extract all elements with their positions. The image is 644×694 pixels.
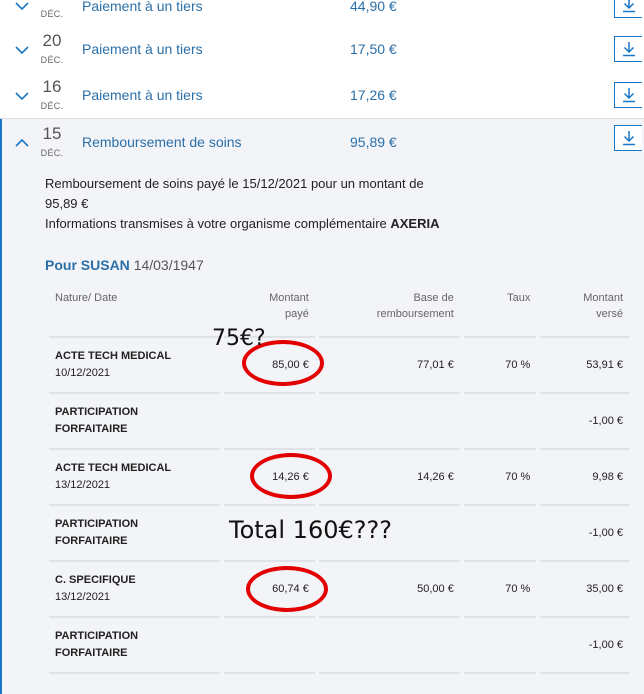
row-rate: 70 % xyxy=(463,338,537,394)
table-row: PARTICIPATION FORFAITAIRE -1,00 € xyxy=(49,618,629,674)
annotation-note: 75€? xyxy=(212,326,266,351)
chevron-down-icon[interactable] xyxy=(13,0,31,15)
row-base xyxy=(318,394,460,450)
chevron-down-icon[interactable] xyxy=(13,41,31,59)
download-icon xyxy=(623,0,635,13)
col-nature: Nature/ Date xyxy=(49,280,221,338)
download-icon xyxy=(623,42,635,57)
download-button[interactable] xyxy=(614,36,642,62)
download-button[interactable] xyxy=(614,82,642,108)
row-base: 77,01 € xyxy=(318,338,460,394)
download-icon xyxy=(623,88,635,103)
row-date: 10/12/2021 xyxy=(55,367,111,379)
beneficiary-name: Pour SUSAN xyxy=(45,257,130,273)
summary-line-2: 95,89 € xyxy=(45,196,89,211)
row-paid xyxy=(224,506,315,562)
row-nature: PARTICIPATION xyxy=(55,406,139,418)
row-paid xyxy=(224,618,315,674)
row-base: 14,26 € xyxy=(318,450,460,506)
row-nature: ACTE TECH MEDICAL xyxy=(55,462,172,474)
download-button[interactable] xyxy=(614,125,642,151)
row-reimbursed: 53,91 € xyxy=(540,338,629,394)
payment-amount: 17,50 € xyxy=(350,41,397,57)
summary-line-1: Remboursement de soins payé le 15/12/202… xyxy=(45,176,424,191)
col-reimbursed: Montant versé xyxy=(540,280,629,338)
payment-label[interactable]: Remboursement de soins xyxy=(82,134,242,150)
row-nature: C. SPECIFIQUE xyxy=(55,574,136,586)
complementary-info-text: Informations transmises à votre organism… xyxy=(45,216,391,231)
annotation-note: Total 160€??? xyxy=(229,516,392,544)
chevron-down-icon[interactable] xyxy=(13,87,31,105)
annotation-circle xyxy=(242,340,324,386)
table-row: PARTICIPATION FORFAITAIRE -1,00 € xyxy=(49,506,629,562)
row-base xyxy=(318,506,460,562)
payment-label[interactable]: Paiement à un tiers xyxy=(82,41,203,57)
row-reimbursed: 35,00 € xyxy=(540,562,629,618)
row-reimbursed: -1,00 € xyxy=(540,618,629,674)
table-row: C. SPECIFIQUE 13/12/2021 60,74 € 50,00 € … xyxy=(49,562,629,618)
row-date: FORFAITAIRE xyxy=(55,647,128,659)
row-nature: PARTICIPATION xyxy=(55,630,139,642)
row-rate: 70 % xyxy=(463,562,537,618)
row-rate xyxy=(463,506,537,562)
payment-row-expanded[interactable]: 15 DÉC. Remboursement de soins 95,89 € xyxy=(2,119,644,165)
row-rate xyxy=(463,394,537,450)
beneficiary: Pour SUSAN 14/03/1947 xyxy=(45,257,204,273)
payment-day: 15 xyxy=(42,124,62,143)
payment-label[interactable]: Paiement à un tiers xyxy=(82,0,203,14)
row-reimbursed: -1,00 € xyxy=(540,506,629,562)
payment-month: DÉC. xyxy=(40,9,64,19)
chevron-up-icon[interactable] xyxy=(13,134,31,152)
table-row: ACTE TECH MEDICAL 13/12/2021 14,26 € 14,2… xyxy=(49,450,629,506)
table-row: PARTICIPATION FORFAITAIRE -1,00 € xyxy=(49,394,629,450)
table-row: ACTE TECH MEDICAL 10/12/2021 85,00 € 77,0… xyxy=(49,338,629,394)
row-reimbursed: 9,98 € xyxy=(540,450,629,506)
payment-amount: 17,26 € xyxy=(350,87,397,103)
organism-name: AXERIA xyxy=(390,216,440,231)
row-base: 50,00 € xyxy=(318,562,460,618)
annotation-circle xyxy=(250,453,332,499)
col-paid: Montant payé xyxy=(224,280,315,338)
payment-day: 20 xyxy=(42,31,62,50)
col-base: Base de remboursement xyxy=(318,280,460,338)
row-date: 13/12/2021 xyxy=(55,591,111,603)
row-rate: 70 % xyxy=(463,450,537,506)
row-nature: ACTE TECH MEDICAL xyxy=(55,350,172,362)
row-paid xyxy=(224,394,315,450)
annotation-circle xyxy=(246,566,328,612)
row-rate xyxy=(463,618,537,674)
payment-row[interactable]: 16 DÉC. Paiement à un tiers 17,26 € xyxy=(0,72,644,119)
row-base xyxy=(318,618,460,674)
download-button[interactable] xyxy=(614,0,642,18)
payment-amount: 44,90 € xyxy=(350,0,397,14)
complementary-info: Informations transmises à votre organism… xyxy=(45,216,440,231)
row-date: FORFAITAIRE xyxy=(55,535,128,547)
table-header: Nature/ Date Montant payé Base de rembours… xyxy=(49,280,629,338)
payment-amount: 95,89 € xyxy=(350,134,397,150)
payment-row[interactable]: 20 DÉC. Paiement à un tiers 17,50 € xyxy=(0,26,644,73)
accent-bar xyxy=(0,0,2,694)
payment-month: DÉC. xyxy=(40,101,64,111)
payment-row[interactable]: 21 DÉC. Paiement à un tiers 44,90 € xyxy=(0,0,644,27)
payment-month: DÉC. xyxy=(40,55,64,65)
row-date: 13/12/2021 xyxy=(55,479,111,491)
detail-table: Nature/ Date Montant payé Base de rembours… xyxy=(45,280,633,674)
row-date: FORFAITAIRE xyxy=(55,423,128,435)
payment-month: DÉC. xyxy=(40,148,64,158)
beneficiary-dob: 14/03/1947 xyxy=(133,257,204,273)
payment-label[interactable]: Paiement à un tiers xyxy=(82,87,203,103)
payment-day: 16 xyxy=(42,77,62,96)
row-nature: PARTICIPATION xyxy=(55,518,139,530)
download-icon xyxy=(623,131,635,146)
row-reimbursed: -1,00 € xyxy=(540,394,629,450)
col-rate: Taux xyxy=(463,280,537,338)
